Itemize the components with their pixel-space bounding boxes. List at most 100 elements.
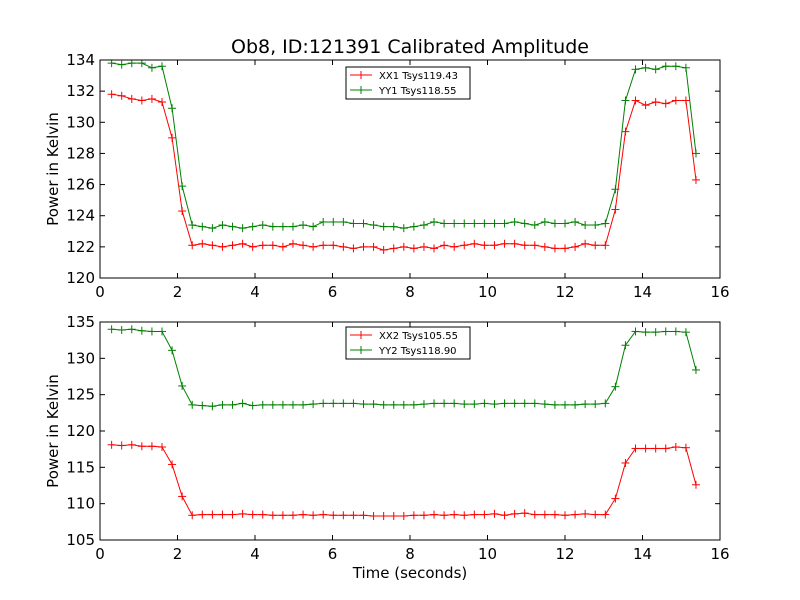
panel-2-series-1-point-20 <box>299 510 308 519</box>
panel-2-series-1-point-32 <box>419 511 428 520</box>
panel-1-series-1-point-39 <box>490 241 499 250</box>
panel-1-series-1-point-58 <box>681 96 690 105</box>
panel-2-series-2-point-5 <box>147 327 156 336</box>
panel-1-series-1-point-9 <box>188 241 197 250</box>
panel-2-series-2-point-4 <box>137 326 146 335</box>
panel-2-series-1-point-56 <box>661 444 670 453</box>
panel-1-series-1-point-18 <box>278 242 287 251</box>
panel-1-series-2-point-59 <box>691 149 700 158</box>
panel-1-series-2-point-27 <box>369 221 378 230</box>
panel-1-series-1-point-35 <box>450 242 459 251</box>
panel-2-xtick-label-1: 0 <box>95 545 105 563</box>
panel-2-series-2-point-3 <box>127 325 136 334</box>
panel-1-xtick-label-8: 14 <box>633 283 652 301</box>
panel-1-series-2-point-57 <box>671 62 680 71</box>
panel-1-legend-label-1: XX1 Tsys119.43 <box>379 71 458 82</box>
panel-2-series-1-point-35 <box>450 510 459 519</box>
panel-1-series-1-point-47 <box>571 242 580 251</box>
panel-2-series-1-point-29 <box>389 512 398 521</box>
panel-1-series-2-point-45 <box>550 219 559 228</box>
panel-2-series-1-point-54 <box>641 444 650 453</box>
panel-2-series-2-point-51 <box>611 382 620 391</box>
panel-1-series-1-point-44 <box>540 242 549 251</box>
panel-2-series-2-point-11 <box>208 402 217 411</box>
panel-2-series-2-point-57 <box>671 327 680 336</box>
panel-1-series-1-point-10 <box>198 239 207 248</box>
panel-1-series-2-point-43 <box>530 221 539 230</box>
panel-2-series-2-point-2 <box>117 325 126 334</box>
panel-2-series-1-point-5 <box>147 442 156 451</box>
panel-2-series-2-point-21 <box>309 400 318 409</box>
panel-2-series-1-point-22 <box>319 510 328 519</box>
panel-1-series-2-point-36 <box>460 219 469 228</box>
panel-1-series-1-point-7 <box>168 133 177 142</box>
panel-2-legend-marker-1 <box>357 331 365 339</box>
panel-2-series-2-point-26 <box>359 400 368 409</box>
panel-1-series-1-point-15 <box>248 242 257 251</box>
panel-1-series-1-point-3 <box>127 94 136 103</box>
panel-1-plot-area <box>107 60 700 254</box>
panel-2-series-1-point-6 <box>158 442 166 451</box>
panel-1-series-1-point-17 <box>268 241 277 250</box>
panel-1-series-2-point-13 <box>228 222 237 231</box>
panel-1-series-2-point-12 <box>218 221 227 230</box>
panel-2-series-2-point-12 <box>218 400 227 409</box>
panel-2-series-1-point-13 <box>228 510 237 519</box>
panel-2-ytick-label-2: 110 <box>66 495 95 513</box>
panel-1-series-2-point-26 <box>359 219 368 228</box>
panel-1-series-1-point-26 <box>359 242 368 251</box>
panel-2-series-1-point-36 <box>460 511 469 520</box>
panel-1-xtick-label-1: 0 <box>95 283 105 301</box>
panel-1-series-2-point-17 <box>268 222 277 231</box>
panel-1-series-1-point-56 <box>661 99 670 108</box>
panel-1-series-2-point-28 <box>379 222 388 231</box>
panel-1-xtick-label-2: 2 <box>173 283 183 301</box>
panel-1-series-1-point-12 <box>218 242 227 251</box>
panel-1-ytick-label-7: 132 <box>66 82 95 100</box>
panel-2-series-2-point-33 <box>430 399 439 408</box>
panel-1-series-1-point-48 <box>581 239 590 248</box>
panel-2-series-2-point-10 <box>198 401 207 410</box>
panel-1-series-1-point-4 <box>137 96 146 105</box>
panel-1-series-2-point-32 <box>419 221 428 230</box>
panel-2-series-1-point-14 <box>238 509 247 518</box>
panel-1-series-2-point-52 <box>621 96 630 105</box>
panel-2-legend-item-2: YY2 Tsys118.90 <box>350 346 457 357</box>
panel-1-legend-marker-1 <box>357 71 365 79</box>
panel-2-series-1-point-27 <box>369 512 378 521</box>
panel-1-series-2-point-39 <box>490 219 499 228</box>
panel-2-series-1-point-50 <box>601 510 610 519</box>
panel-1-ytick-label-5: 128 <box>66 144 95 162</box>
panel-1-series-1-point-6 <box>158 98 166 107</box>
panel-2-series-1-point-48 <box>581 509 590 518</box>
panel-1-series-1-point-37 <box>470 239 479 248</box>
panel-1-series-1-point-20 <box>299 241 308 250</box>
panel-1-series-1-point-19 <box>288 239 297 248</box>
panel-1-series-1-point-28 <box>379 245 388 254</box>
panel-2-series-1-point-23 <box>329 511 338 520</box>
panel-2-series-1-point-19 <box>288 511 297 520</box>
panel-2-series-2-point-15 <box>248 401 257 410</box>
panel-2-series-1-point-59 <box>691 480 700 489</box>
panel-2-series-2-point-47 <box>571 400 580 409</box>
panel-2-xtick-label-3: 4 <box>250 545 260 563</box>
panel-1-series-2-point-33 <box>430 217 439 226</box>
panel-2-legend-item-1: XX2 Tsys105.55 <box>350 331 458 342</box>
panel-2-xtick-label-2: 2 <box>173 545 183 563</box>
panel-1-ytick-label-8: 134 <box>66 51 95 69</box>
panel-2-legend: XX2 Tsys105.55 YY2 Tsys118.90 <box>345 326 471 360</box>
panel-2-series-1-point-43 <box>530 510 539 519</box>
panel-1-series-1-point-23 <box>329 241 338 250</box>
panel-1-series-1-point-55 <box>651 98 660 107</box>
panel-2-series-2-point-35 <box>450 399 459 408</box>
panel-1-series-1-point-54 <box>641 101 650 110</box>
panel-2-series-1-point-38 <box>480 510 489 519</box>
panel-2-series-1-point-46 <box>561 511 569 520</box>
panel-2-plot-area <box>107 325 700 521</box>
panel-1-series-2-point-15 <box>248 222 257 231</box>
panel-2-series-2-point-43 <box>530 399 539 408</box>
panel-1-xtick-label-9: 16 <box>710 283 729 301</box>
panel-1-series-1-point-24 <box>339 242 348 251</box>
panel-2-series-2-point-7 <box>168 346 177 355</box>
panel-2-series-2-point-20 <box>299 400 308 409</box>
